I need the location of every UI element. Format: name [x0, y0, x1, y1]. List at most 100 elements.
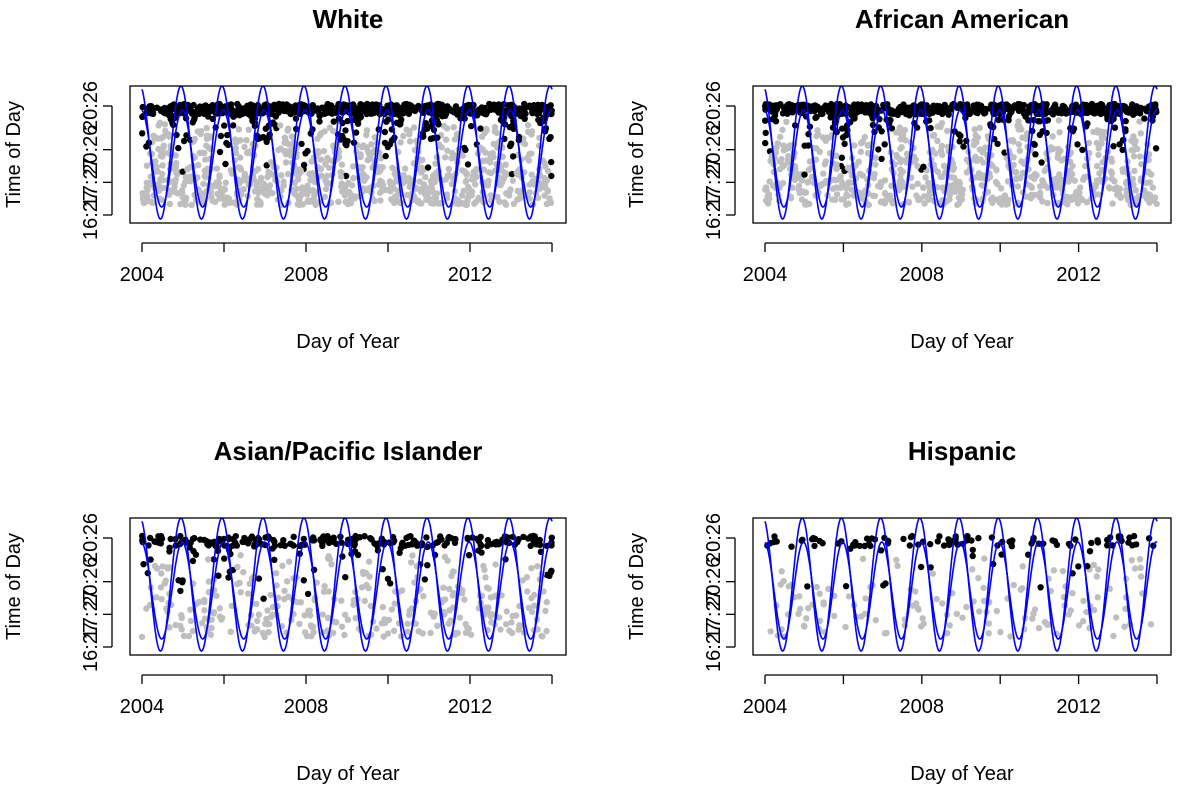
data-point-grey	[963, 156, 971, 163]
data-point-dark	[437, 535, 444, 543]
data-point-grey	[248, 622, 255, 629]
data-point-dark	[157, 533, 165, 540]
data-point-grey	[843, 191, 850, 198]
data-point-grey	[181, 196, 189, 203]
data-point-dark	[342, 574, 349, 581]
data-point-grey	[833, 191, 841, 198]
data-point-grey	[1030, 610, 1037, 617]
data-point-grey	[1019, 169, 1027, 176]
data-point-dark	[489, 106, 497, 113]
data-point-grey	[1054, 154, 1062, 161]
x-axis-label: Day of Year	[910, 763, 1014, 785]
data-point-grey	[315, 149, 322, 157]
data-point-grey	[499, 178, 506, 186]
y-tick-label: 20:26	[703, 513, 725, 563]
data-point-dark	[324, 100, 331, 108]
data-point-grey	[318, 172, 325, 179]
data-point-grey	[857, 148, 864, 155]
data-point-grey	[153, 594, 160, 601]
data-point-dark	[934, 538, 941, 545]
data-point-dark	[811, 102, 819, 109]
data-point-grey	[490, 593, 498, 600]
data-point-grey	[346, 189, 353, 196]
data-point-grey	[187, 178, 194, 185]
data-point-dark	[527, 103, 535, 111]
y-tick-label: 20:26	[703, 81, 725, 131]
data-point-grey	[366, 573, 373, 580]
reference-curve-0	[764, 86, 1158, 220]
data-point-grey	[946, 622, 953, 629]
data-point-grey	[980, 597, 988, 605]
data-point-grey	[950, 181, 957, 188]
data-point-grey	[776, 158, 784, 165]
data-point-grey	[833, 152, 840, 159]
data-point-grey	[1036, 190, 1043, 197]
data-point-dark	[847, 545, 854, 552]
data-point-grey	[187, 617, 195, 625]
reference-curve-1	[141, 109, 553, 208]
data-point-grey	[216, 605, 223, 612]
data-point-grey	[240, 569, 247, 576]
data-point-grey	[1090, 561, 1098, 569]
data-point-dark	[298, 140, 305, 148]
data-point-grey	[245, 590, 252, 597]
data-point-dark	[468, 122, 475, 130]
data-point-grey	[415, 197, 422, 205]
data-point-grey	[293, 192, 300, 199]
data-point-grey	[542, 184, 549, 192]
data-point-grey	[914, 162, 921, 170]
data-point-dark	[801, 171, 808, 178]
data-point-grey	[158, 570, 165, 577]
data-point-dark	[1152, 101, 1159, 108]
data-point-dark	[433, 116, 440, 124]
data-point-dark	[330, 118, 337, 125]
data-point-grey	[161, 580, 169, 587]
data-point-grey	[299, 201, 306, 208]
data-point-grey	[269, 611, 276, 618]
data-point-grey	[303, 632, 311, 640]
data-point-grey	[528, 608, 536, 616]
data-point-grey	[842, 623, 849, 631]
data-point-grey	[884, 195, 892, 202]
data-point-dark	[399, 110, 407, 117]
data-point-grey	[472, 181, 479, 188]
plot-area	[764, 518, 1158, 652]
data-point-grey	[367, 153, 374, 160]
data-point-grey	[325, 179, 332, 187]
data-point-grey	[825, 585, 832, 593]
data-point-dark	[248, 111, 255, 118]
data-point-dark	[906, 542, 913, 549]
data-point-grey	[460, 200, 467, 207]
data-point-grey	[324, 614, 332, 622]
y-axis-label: Time of Day	[626, 533, 648, 640]
data-point-grey	[296, 620, 303, 628]
data-point-grey	[294, 201, 301, 208]
data-point-grey	[1055, 145, 1062, 153]
data-point-dark	[495, 541, 502, 548]
data-point-dark	[926, 117, 933, 124]
data-point-grey	[509, 177, 516, 184]
data-point-grey	[376, 163, 383, 171]
data-point-grey	[856, 170, 864, 178]
data-point-grey	[201, 607, 208, 614]
data-point-grey	[944, 127, 951, 135]
data-point-dark	[1008, 108, 1015, 115]
data-point-grey	[288, 147, 295, 154]
data-point-grey	[157, 147, 164, 154]
data-point-grey	[431, 194, 438, 201]
data-point-grey	[159, 170, 166, 178]
data-point-dark	[224, 131, 231, 139]
data-point-grey	[795, 174, 802, 181]
data-point-grey	[482, 574, 489, 581]
data-point-grey	[144, 196, 152, 204]
data-point-grey	[787, 195, 795, 202]
data-point-dark	[1088, 100, 1096, 108]
data-point-dark	[387, 580, 394, 587]
data-point-dark	[465, 552, 473, 559]
data-point-grey	[766, 178, 773, 185]
data-point-grey	[845, 179, 852, 186]
data-point-dark	[217, 132, 225, 140]
data-point-grey	[1076, 189, 1083, 197]
data-point-grey	[959, 614, 966, 621]
data-point-grey	[254, 195, 261, 203]
